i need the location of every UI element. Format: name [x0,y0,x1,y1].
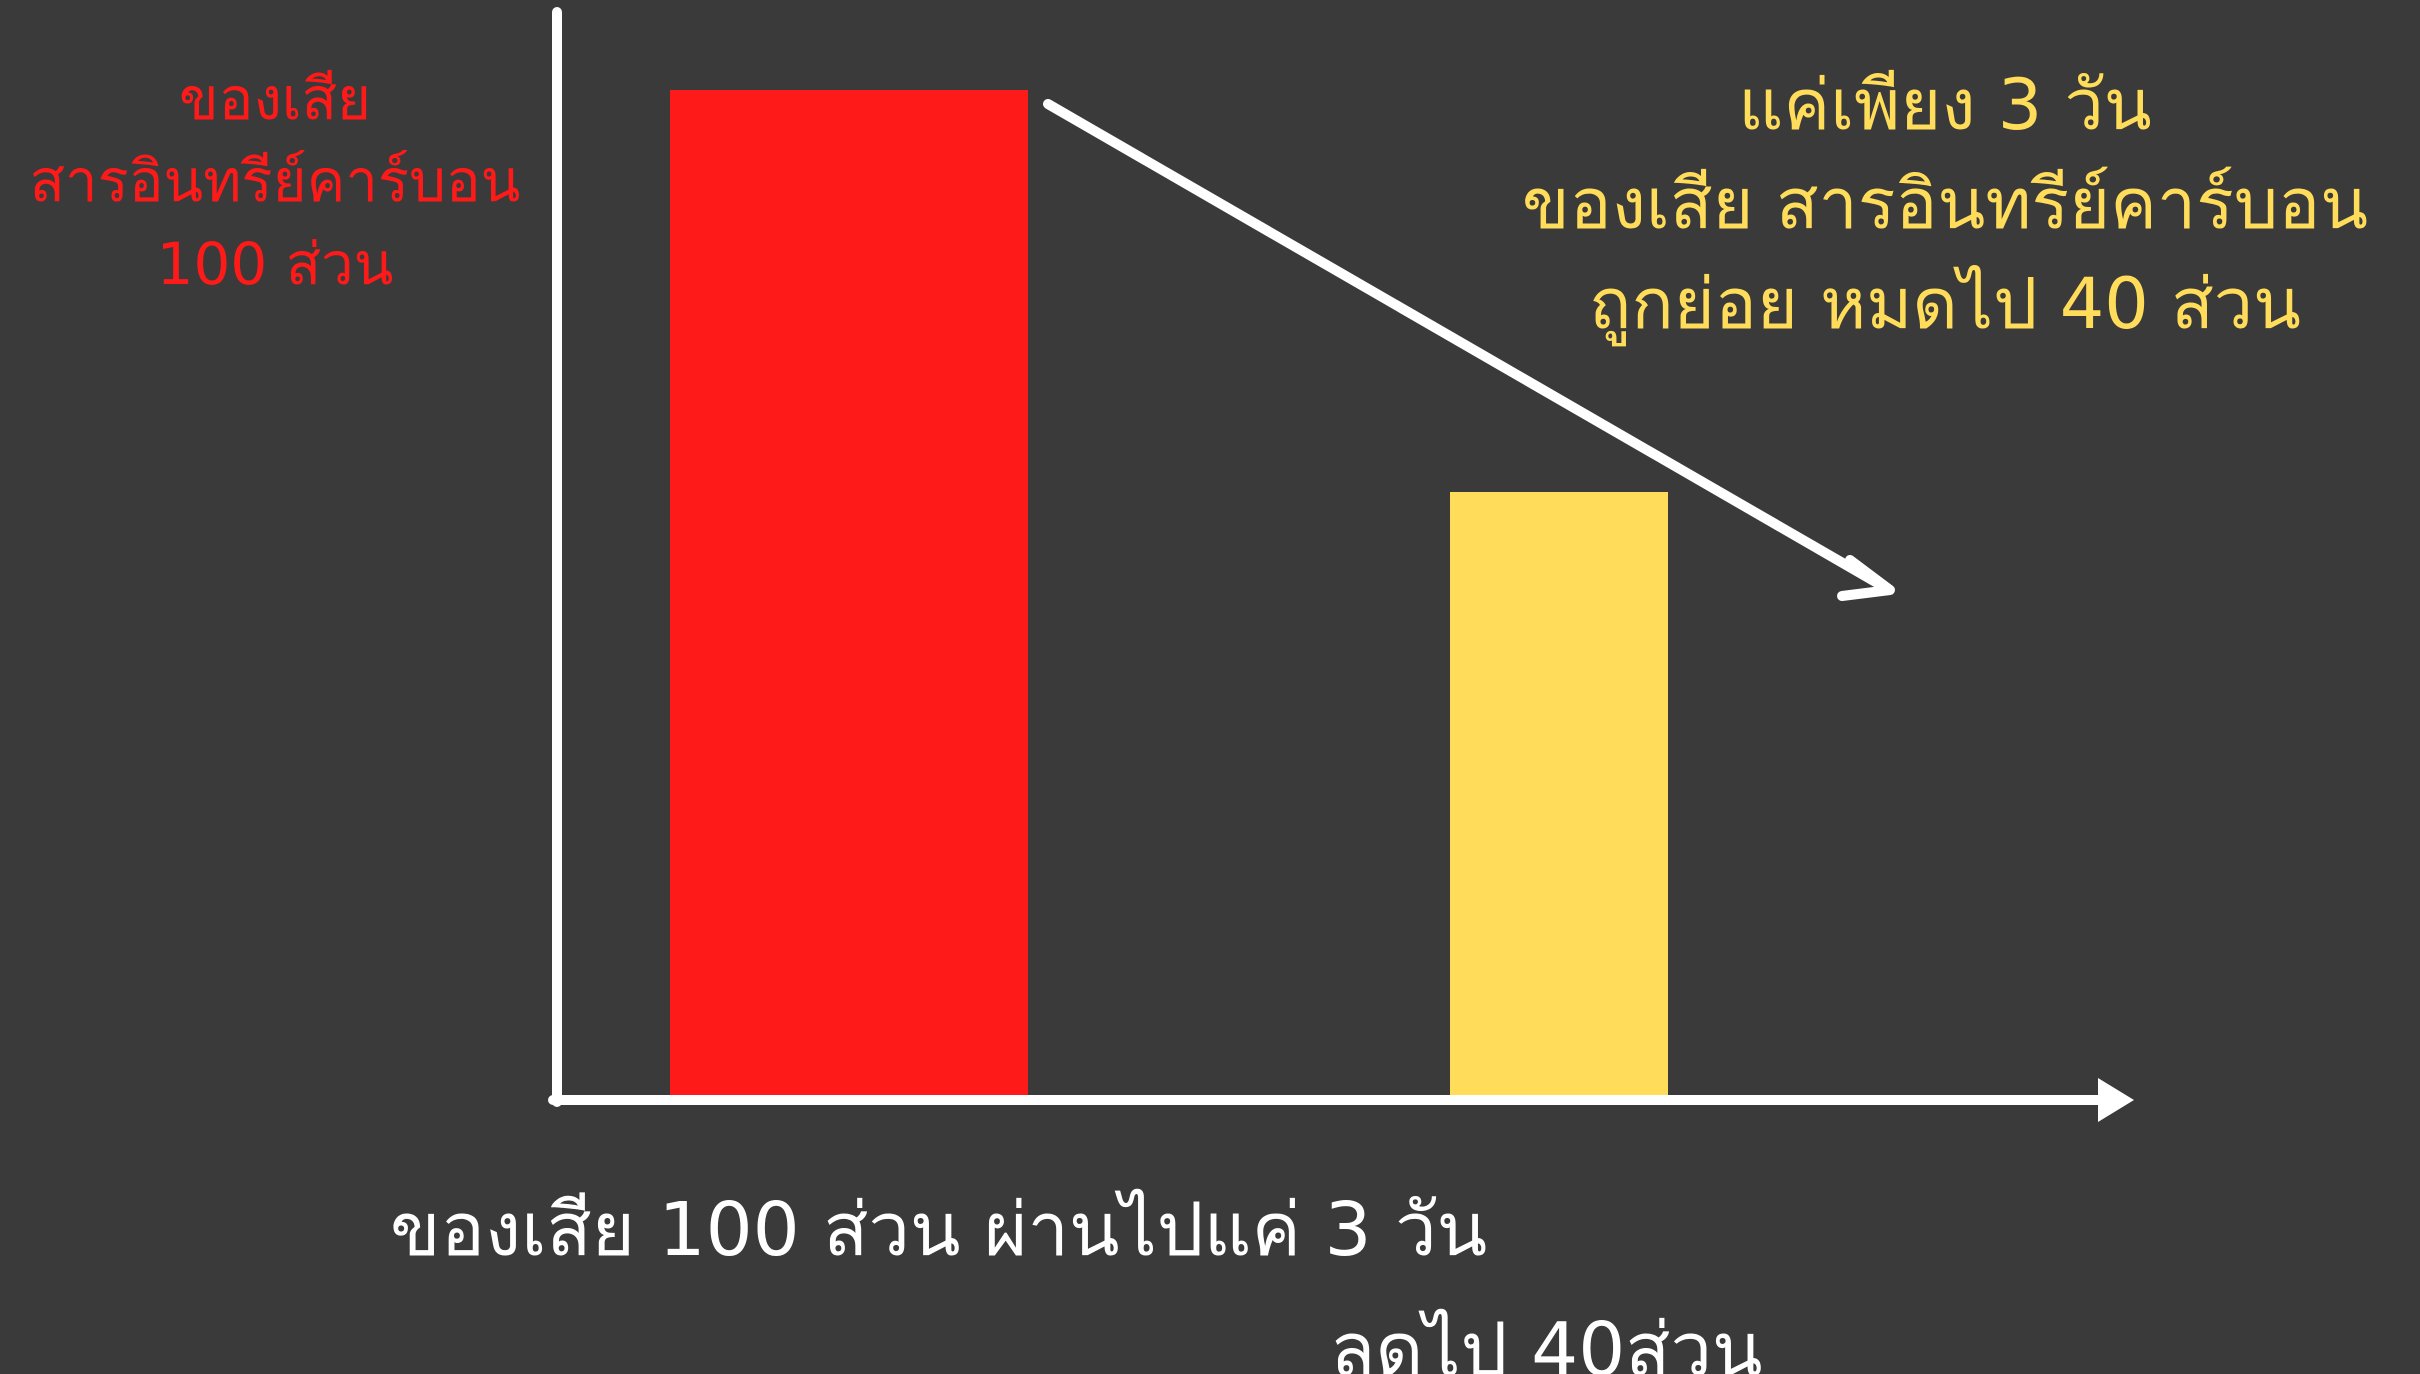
y-annotation-line-3: 100 ส่วน [156,229,394,298]
trend-arrow-line [1043,99,1891,593]
bar-after-3-days [1450,492,1668,1095]
x-axis-arrowhead [2098,1078,2134,1122]
bottom-caption-line-2: ลดไป 40ส่วน [1330,1307,1763,1374]
headline-line-2: ของเสีย สารอินทรีย์คาร์บอน [1521,163,2369,246]
bar-initial-waste [670,90,1028,1095]
y-annotation-line-1: ของเสีย [178,65,371,133]
y-annotation-line-2: สารอินทรีย์คาร์บอน [29,147,521,216]
bottom-caption-line-1: ของเสีย 100 ส่วน ผ่านไปแค่ 3 วัน [390,1187,1488,1273]
headline-line-1: แค่เพียง 3 วัน [1738,64,2152,146]
headline-line-3: ถูกย่อย หมดไป 40 ส่วน [1589,262,2301,345]
initial-amount-annotation: ของเสีย สารอินทรีย์คาร์บอน 100 ส่วน [0,58,550,305]
headline-annotation: แค่เพียง 3 วัน ของเสีย สารอินทรีย์คาร์บอ… [1470,56,2420,354]
trend-arrow-head [1837,555,1895,601]
